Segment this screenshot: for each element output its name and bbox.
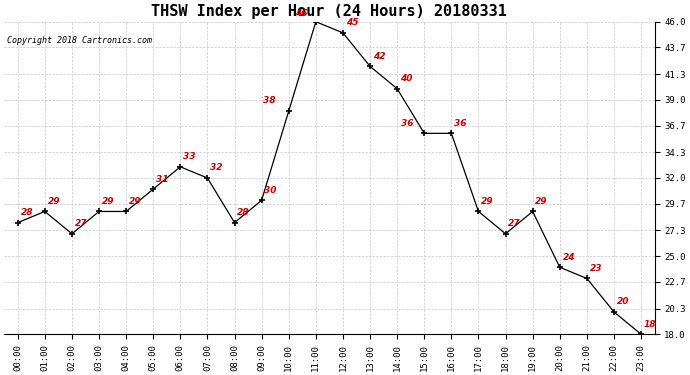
Text: 20: 20 (617, 297, 629, 306)
Text: 30: 30 (264, 186, 277, 195)
Text: 42: 42 (373, 52, 385, 61)
Text: 40: 40 (400, 74, 413, 83)
Text: 28: 28 (237, 208, 250, 217)
Text: 38: 38 (263, 96, 275, 105)
Text: 29: 29 (48, 197, 60, 206)
Text: 24: 24 (562, 253, 575, 262)
Text: 23: 23 (589, 264, 602, 273)
Title: THSW Index per Hour (24 Hours) 20180331: THSW Index per Hour (24 Hours) 20180331 (151, 4, 507, 19)
Text: 36: 36 (401, 119, 413, 128)
Text: 32: 32 (210, 164, 223, 172)
Text: 33: 33 (183, 152, 195, 161)
Text: 29: 29 (101, 197, 115, 206)
Text: 36: 36 (454, 119, 466, 128)
Text: 29: 29 (129, 197, 141, 206)
Text: 31: 31 (156, 174, 168, 183)
Text: 46: 46 (295, 9, 308, 18)
Text: 29: 29 (535, 197, 548, 206)
Text: 18: 18 (644, 320, 656, 328)
Text: THSW  (°F): THSW (°F) (576, 39, 630, 48)
Text: 28: 28 (21, 208, 33, 217)
Text: 27: 27 (509, 219, 521, 228)
Text: Copyright 2018 Cartronics.com: Copyright 2018 Cartronics.com (7, 36, 152, 45)
Text: 29: 29 (481, 197, 493, 206)
Text: 27: 27 (75, 219, 87, 228)
Text: 45: 45 (346, 18, 358, 27)
